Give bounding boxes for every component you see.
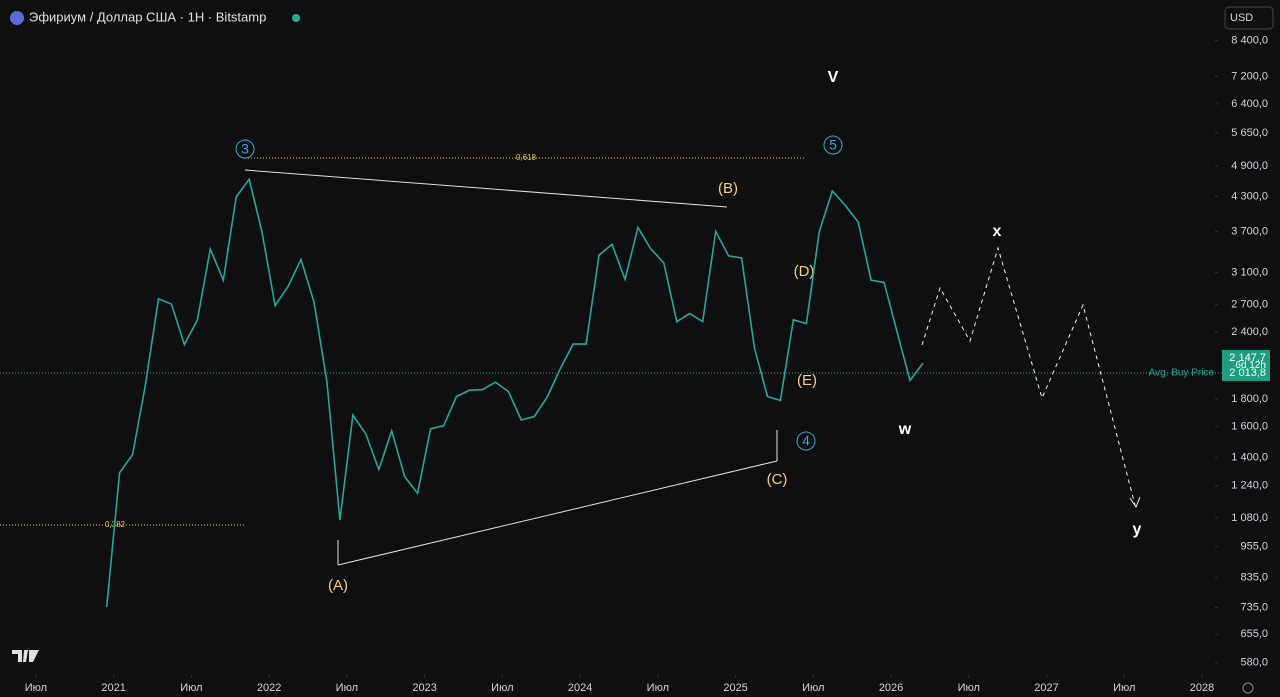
price-box bbox=[1222, 349, 1270, 381]
projection-arrow bbox=[1129, 496, 1141, 509]
y-tick-label: 5 650,0 bbox=[1231, 127, 1268, 139]
wave-label: (B) bbox=[718, 180, 738, 197]
wave-label: w bbox=[898, 421, 912, 438]
y-tick-label: 6 400,0 bbox=[1231, 98, 1268, 110]
wave-label: (C) bbox=[767, 471, 788, 488]
logo-mark bbox=[12, 650, 39, 662]
x-tick-label: 2022 bbox=[257, 682, 281, 694]
x-tick-label: Июл bbox=[180, 682, 202, 694]
x-tick-label: Июл bbox=[1113, 682, 1135, 694]
y-tick-label: 955,0 bbox=[1240, 540, 1268, 552]
wave-circle bbox=[235, 139, 255, 159]
y-tick-label: 3 100,0 bbox=[1231, 266, 1268, 278]
avg-buy-label: 2 013,8 bbox=[1229, 367, 1266, 379]
wave-label: y bbox=[1133, 521, 1142, 538]
x-tick-label: 2023 bbox=[412, 682, 436, 694]
y-tick-label: 1 400,0 bbox=[1231, 451, 1268, 463]
price-line bbox=[105, 177, 924, 607]
x-tick-label: Июл bbox=[25, 682, 47, 694]
currency[interactable]: USD bbox=[1230, 12, 1253, 24]
x-tick-label: 2028 bbox=[1190, 682, 1214, 694]
y-tick-label: 4 900,0 bbox=[1231, 160, 1268, 172]
countdown: 6d 12h bbox=[1235, 360, 1266, 371]
y-tick-label: 7 200,0 bbox=[1231, 70, 1268, 82]
wave-label: (E) bbox=[797, 372, 817, 389]
y-tick-label: 1 600,0 bbox=[1231, 420, 1268, 432]
y-tick-label: 2 400,0 bbox=[1231, 326, 1268, 338]
x-tick-label: 2021 bbox=[101, 682, 125, 694]
drawings bbox=[0, 135, 1141, 566]
wave-label: 4 bbox=[802, 433, 810, 449]
y-tick-label: 8 400,0 bbox=[1231, 34, 1268, 46]
x-tick-label: 2024 bbox=[568, 682, 592, 694]
x-tick-label: Июл bbox=[336, 682, 358, 694]
currency-button[interactable] bbox=[1224, 6, 1274, 30]
wave-circle bbox=[796, 431, 816, 451]
wave-label: x bbox=[993, 223, 1002, 240]
y-tick-label: 2 700,0 bbox=[1231, 299, 1268, 311]
y-tick-label: 580,0 bbox=[1240, 657, 1268, 669]
y-tick-label: 835,0 bbox=[1240, 572, 1268, 584]
x-tick-label: Июл bbox=[491, 682, 513, 694]
projection-path bbox=[921, 246, 1136, 506]
triangle-line bbox=[244, 169, 728, 208]
x-tick-label: 2025 bbox=[723, 682, 747, 694]
fib-label: 0,618 bbox=[516, 153, 537, 162]
y-tick-label: 3 700,0 bbox=[1231, 225, 1268, 237]
x-tick-label: Июл bbox=[958, 682, 980, 694]
y-tick-label: 1 800,0 bbox=[1231, 393, 1268, 405]
wave-label: 3 bbox=[241, 141, 249, 157]
logo bbox=[12, 650, 39, 662]
wave-label: 5 bbox=[829, 137, 837, 153]
settings-button[interactable] bbox=[1242, 682, 1254, 694]
wave-label: (A) bbox=[328, 577, 348, 594]
x-tick-label: 2026 bbox=[879, 682, 903, 694]
avg-buy-name: Avg. Buy Price bbox=[1149, 368, 1215, 379]
wave-circle bbox=[823, 135, 843, 155]
coin-icon bbox=[10, 11, 24, 25]
y-tick-label: 655,0 bbox=[1240, 628, 1268, 640]
y-tick-label: 735,0 bbox=[1240, 601, 1268, 613]
y-tick-label: 1 240,0 bbox=[1231, 480, 1268, 492]
triangle-line bbox=[337, 460, 778, 566]
wave-label: (D) bbox=[794, 263, 815, 280]
x-tick-label: 2027 bbox=[1034, 682, 1058, 694]
y-tick-label: 4 300,0 bbox=[1231, 190, 1268, 202]
x-tick-label: Июл bbox=[647, 682, 669, 694]
y-tick-label: 1 080,0 bbox=[1231, 512, 1268, 524]
x-tick-label: Июл bbox=[802, 682, 824, 694]
status-dot bbox=[292, 14, 300, 22]
current-price-label: 2 147,7 bbox=[1229, 352, 1266, 364]
symbol-title: Эфириум / Доллар США · 1Н · Bitstamp bbox=[29, 9, 266, 24]
wave-label: V bbox=[828, 69, 839, 86]
